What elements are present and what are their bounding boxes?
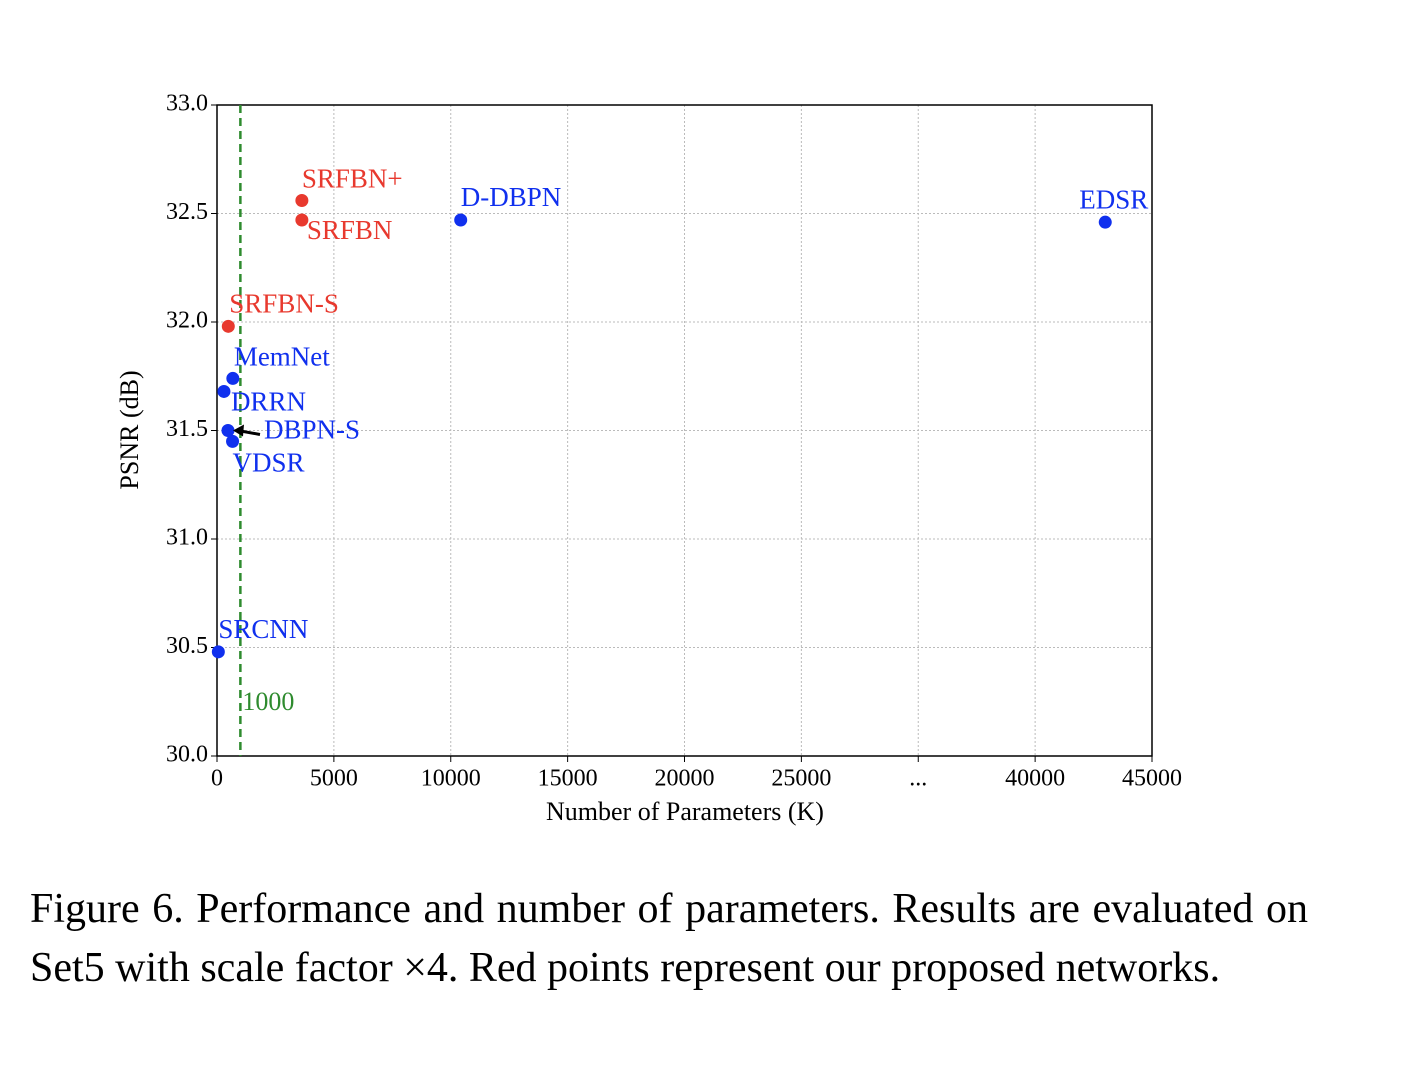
point xyxy=(295,193,309,207)
x-tick-label: 45000 xyxy=(1122,766,1182,792)
point-label: EDSR xyxy=(1079,184,1148,214)
point xyxy=(221,424,235,437)
x-tick-label: 15000 xyxy=(538,766,598,792)
x-tick-label: 5000 xyxy=(310,766,358,792)
point xyxy=(295,213,309,227)
point xyxy=(211,645,225,659)
point-label: D-DBPN xyxy=(461,182,562,212)
annotation-arrowhead xyxy=(232,424,244,437)
point-label: SRFBN-S xyxy=(229,289,339,319)
x-tick-label: ... xyxy=(909,766,927,792)
threshold-label: 1000 xyxy=(242,687,294,716)
x-tick-label: 25000 xyxy=(771,766,831,792)
y-tick-label: 33.0 xyxy=(166,91,208,117)
x-tick-label: 10000 xyxy=(421,766,481,792)
point-label: DBPN-S xyxy=(264,415,360,445)
point xyxy=(226,371,240,385)
y-tick-label: 32.5 xyxy=(166,199,208,225)
x-tick-label: 40000 xyxy=(1005,766,1065,792)
point xyxy=(217,384,231,398)
point xyxy=(226,434,240,448)
y-tick-label: 31.0 xyxy=(166,525,208,551)
point-label: SRFBN+ xyxy=(302,164,403,194)
y-tick-label: 30.5 xyxy=(166,633,208,659)
x-tick-label: 0 xyxy=(211,766,223,792)
plot-frame xyxy=(216,104,1153,757)
point xyxy=(221,319,235,333)
point xyxy=(1098,215,1112,229)
x-axis-label: Number of Parameters (K) xyxy=(546,797,824,826)
point-label: MemNet xyxy=(234,342,330,372)
y-tick-label: 31.5 xyxy=(166,416,208,442)
point-label: SRFBN xyxy=(307,215,393,245)
caption: Figure 6. Performance and number of para… xyxy=(30,886,1308,991)
y-tick-label: 30.0 xyxy=(166,742,208,768)
point xyxy=(454,213,468,227)
y-tick-label: 32.0 xyxy=(166,308,208,334)
point-label: DRRN xyxy=(231,387,306,417)
point-label: VDSR xyxy=(233,448,305,478)
chart: Number of Parameters (K) PSNR (dB) 30.0 3… xyxy=(115,91,1182,826)
y-axis-label: PSNR (dB) xyxy=(115,370,144,489)
point-label: SRCNN xyxy=(218,614,308,644)
x-tick-label: 20000 xyxy=(655,766,715,792)
